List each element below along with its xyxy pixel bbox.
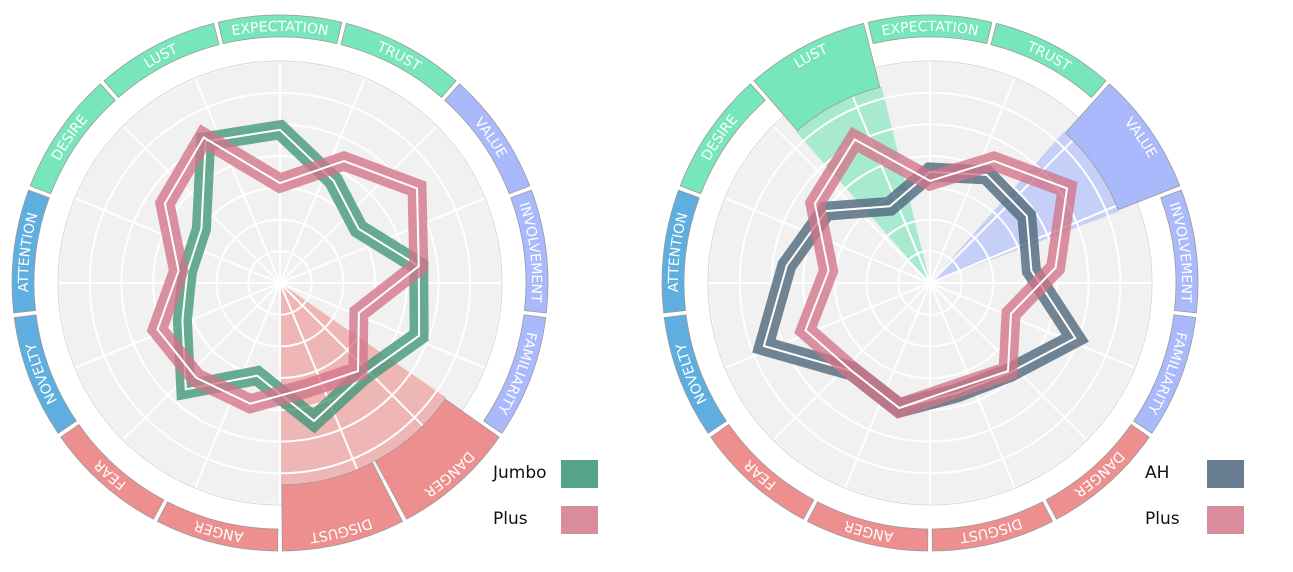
- category-segment-fear[interactable]: [710, 423, 815, 520]
- category-segment-disgust[interactable]: [931, 501, 1054, 552]
- category-segment-fear[interactable]: [60, 423, 165, 520]
- category-label-text: EXPECTATION: [230, 19, 329, 39]
- category-segment-expectation[interactable]: [217, 14, 343, 45]
- category-segment-involvement[interactable]: [1160, 189, 1199, 314]
- category-segment-danger[interactable]: [1045, 423, 1150, 520]
- category-segment-novelty[interactable]: [13, 314, 77, 434]
- grid-outline: [707, 60, 1153, 506]
- legend-label: Plus: [1145, 509, 1180, 529]
- category-segment-desire[interactable]: [679, 83, 766, 195]
- series-line-plus: [804, 138, 1069, 410]
- category-segment-involvement[interactable]: [510, 189, 549, 314]
- category-segment-anger[interactable]: [156, 501, 279, 552]
- radar-chart-left: EXPECTATIONTRUSTVALUEINVOLVEMENTFAMILIAR…: [11, 14, 549, 552]
- legend-label: Jumbo: [493, 463, 547, 483]
- legend-swatch-plus: [561, 506, 598, 534]
- category-segment-expectation[interactable]: [867, 14, 993, 45]
- legend-label: AH: [1145, 463, 1170, 483]
- category-segment-lust[interactable]: [753, 22, 881, 132]
- series-line-plus: [156, 136, 420, 405]
- category-label: EXPECTATION: [230, 19, 329, 39]
- legend-label: Plus: [493, 509, 528, 529]
- category-label: EXPECTATION: [880, 19, 979, 39]
- grid-spoke: [279, 282, 486, 369]
- grid-spoke: [929, 282, 1136, 369]
- category-segment-danger[interactable]: [374, 398, 500, 520]
- category-segment-disgust[interactable]: [281, 462, 404, 552]
- category-segment-desire[interactable]: [29, 83, 116, 195]
- category-label-text: EXPECTATION: [880, 19, 979, 39]
- category-segment-value[interactable]: [1064, 83, 1181, 211]
- category-segment-trust[interactable]: [340, 22, 457, 99]
- grid-spoke: [844, 282, 931, 489]
- category-segment-familiarity[interactable]: [483, 314, 547, 434]
- grid-spoke: [844, 77, 931, 284]
- radar-chart-right: EXPECTATIONTRUSTVALUEINVOLVEMENTFAMILIAR…: [661, 14, 1199, 552]
- category-segment-familiarity[interactable]: [1133, 314, 1197, 434]
- category-segment-value[interactable]: [444, 83, 531, 195]
- category-segment-attention[interactable]: [11, 189, 50, 314]
- category-segment-lust[interactable]: [103, 22, 220, 99]
- grid-spoke: [122, 282, 281, 441]
- category-segment-trust[interactable]: [990, 22, 1107, 99]
- highlight-wedge-lust: [796, 86, 930, 283]
- category-segment-anger[interactable]: [806, 501, 929, 552]
- grid-spoke: [279, 125, 438, 284]
- legend-swatch-jumbo: [561, 460, 598, 488]
- grid-outline: [57, 60, 503, 506]
- legend-swatch-plus: [1207, 506, 1244, 534]
- legend-swatch-ah: [1207, 460, 1244, 488]
- category-segment-novelty[interactable]: [663, 314, 727, 434]
- category-segment-attention[interactable]: [661, 189, 700, 314]
- grid-spoke: [194, 77, 281, 284]
